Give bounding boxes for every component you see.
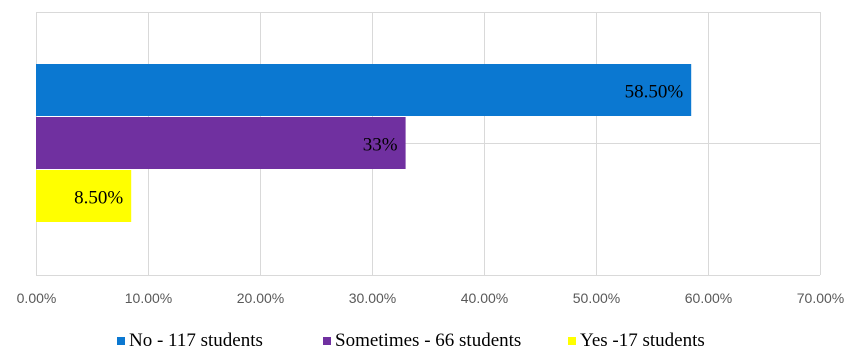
x-tick-label: 70.00% (797, 290, 844, 306)
x-tick-label: 60.00% (685, 290, 732, 306)
data-label: 8.50% (74, 188, 123, 209)
legend-swatch (568, 337, 576, 345)
x-tick-label: 40.00% (461, 290, 508, 306)
x-tick-label: 30.00% (349, 290, 396, 306)
bars (36, 64, 692, 222)
x-tick-label: 10.00% (125, 290, 172, 306)
data-label: 33% (363, 135, 398, 156)
legend-entry: No - 117 students (129, 330, 263, 351)
bar-2 (36, 170, 132, 222)
x-tick-label: 20.00% (237, 290, 284, 306)
x-tick-label: 50.00% (573, 290, 620, 306)
legend-swatch (323, 337, 331, 345)
x-tick-label: 0.00% (17, 290, 57, 306)
x-tick-labels: 0.00% 10.00% 20.00% 30.00% 40.00% 50.00% 60.00… (17, 290, 845, 306)
data-labels: 58.50% 33% 8.50% (74, 82, 683, 209)
bar-1 (36, 117, 406, 169)
legend-entry: Sometimes - 66 students (335, 330, 521, 351)
data-label: 58.50% (625, 82, 684, 103)
bar-0 (36, 64, 692, 116)
legend-swatch (117, 337, 125, 345)
legend-entry: Yes -17 students (580, 330, 705, 351)
legend: No - 117 students Sometimes - 66 students… (117, 330, 705, 351)
